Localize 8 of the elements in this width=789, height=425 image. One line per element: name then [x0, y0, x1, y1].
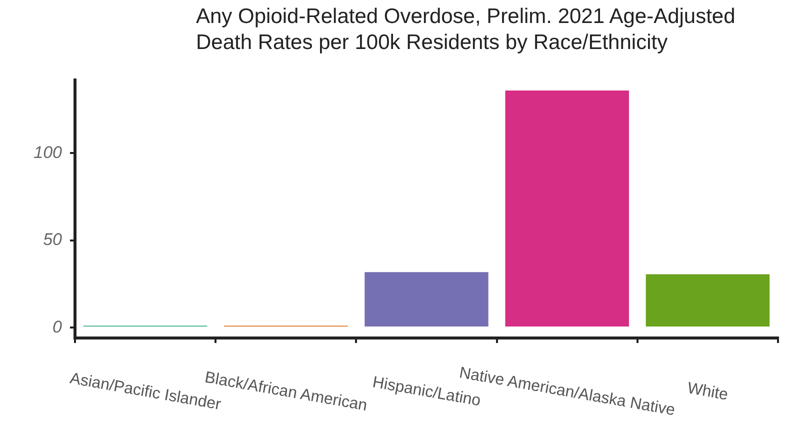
bar [364, 272, 488, 327]
chart-title: Any Opioid-Related Overdose, Prelim. 2021 Age-Adjusted Death Rates per 100k Residents by Race/Ethnicity [196, 4, 736, 56]
y-tick-label: 50 [43, 230, 63, 250]
bar [646, 274, 770, 327]
y-tick-label: 0 [52, 317, 63, 336]
bar [505, 90, 629, 327]
x-tick-label: White [686, 380, 730, 404]
y-tick-label: 100 [34, 142, 63, 162]
